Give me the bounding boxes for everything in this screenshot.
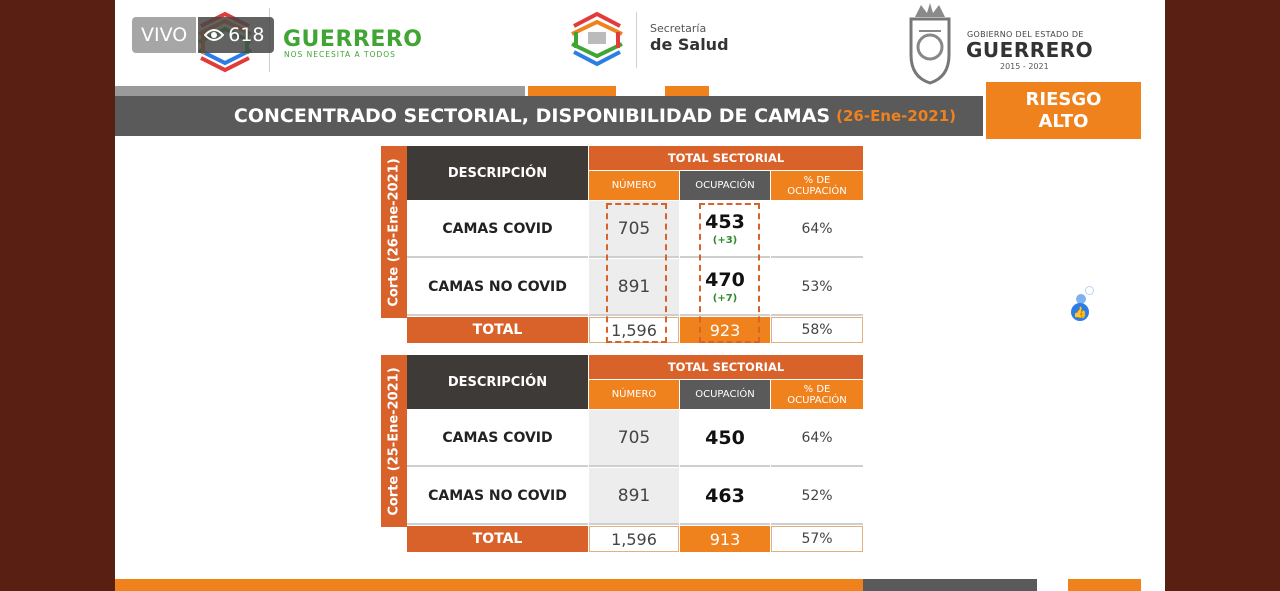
total-numero-2: 1,596 xyxy=(589,526,679,552)
page-title-date: (26-Ene-2021) xyxy=(836,107,956,125)
risk-line2: ALTO xyxy=(1038,110,1089,132)
accent-strip-orange xyxy=(528,86,616,96)
numero-nocovid-1: 891 xyxy=(589,259,679,316)
risk-line1: RIESGO xyxy=(1025,88,1102,110)
desc-header-1: DESCRIPCIÓN xyxy=(407,146,588,200)
gob-years: 2015 - 2021 xyxy=(1000,62,1049,71)
col-pct-1: % DE OCUPACIÓN xyxy=(771,171,863,200)
delta-nocovid-1: (+7) xyxy=(712,293,738,304)
viewer-count: 618 xyxy=(198,17,274,53)
live-badge: VIVO 618 xyxy=(132,17,274,53)
total-label-2: TOTAL xyxy=(407,526,588,552)
brand-subtitle: NOS NECESITA A TODOS xyxy=(284,50,396,59)
total-label-1: TOTAL xyxy=(407,317,588,343)
reaction-bubble xyxy=(1085,286,1094,295)
corte-label-2: Corte (25-Ene-2021) xyxy=(381,355,407,527)
ocupacion-nocovid-2: 463 xyxy=(680,468,770,525)
footer-strip-orange xyxy=(115,579,863,591)
ocupacion-nocovid-1: 470 (+7) xyxy=(680,259,770,316)
gob-line2: GUERRERO xyxy=(966,38,1094,62)
numero-nocovid-2: 891 xyxy=(589,468,679,525)
total-pct-1: 58% xyxy=(771,317,863,343)
total-pct-2: 57% xyxy=(771,526,863,552)
total-ocupacion-1: 923 xyxy=(680,317,770,343)
state-seal-icon xyxy=(909,3,951,85)
total-sectorial-header-2: TOTAL SECTORIAL xyxy=(589,355,863,379)
page-title-bar: CONCENTRADO SECTORIAL, DISPONIBILIDAD DE… xyxy=(115,96,983,136)
pct-nocovid-2: 52% xyxy=(771,468,863,525)
col-ocupacion-1: OCUPACIÓN xyxy=(680,171,770,200)
corte-label-1: Corte (26-Ene-2021) xyxy=(381,146,407,318)
delta-covid-1: (+3) xyxy=(712,235,738,246)
row-label-covid-1: CAMAS COVID xyxy=(407,201,588,258)
reaction-bubble-2 xyxy=(1076,294,1086,304)
row-label-nocovid-2: CAMAS NO COVID xyxy=(407,468,588,525)
presentation-slide: VIVO 618 GUERRERO NOS NECESITA A TODOS xyxy=(115,0,1165,591)
footer-strip-gray xyxy=(863,579,1037,591)
page-title: CONCENTRADO SECTORIAL, DISPONIBILIDAD DE… xyxy=(233,105,831,127)
pct-covid-2: 64% xyxy=(771,410,863,467)
highlight-ocupacion xyxy=(699,203,760,343)
eye-icon xyxy=(204,29,225,41)
live-label: VIVO xyxy=(132,17,197,53)
col-numero-2: NÚMERO xyxy=(589,380,679,409)
ocupacion-covid-2: 450 xyxy=(680,410,770,467)
viewer-count-value: 618 xyxy=(228,24,265,46)
brand-title: GUERRERO xyxy=(283,27,423,52)
row-label-nocovid-1: CAMAS NO COVID xyxy=(407,259,588,316)
secretaria-line2: de Salud xyxy=(650,35,729,54)
gob-line1: GOBIERNO DEL ESTADO DE xyxy=(967,30,1084,39)
numero-covid-1: 705 xyxy=(589,201,679,258)
total-sectorial-header-1: TOTAL SECTORIAL xyxy=(589,146,863,170)
like-icon[interactable]: 👍 xyxy=(1071,303,1089,321)
col-numero-1: NÚMERO xyxy=(589,171,679,200)
pct-nocovid-1: 53% xyxy=(771,259,863,316)
row-label-covid-2: CAMAS COVID xyxy=(407,410,588,467)
header-divider-2 xyxy=(636,12,637,68)
col-pct-2: % DE OCUPACIÓN xyxy=(771,380,863,409)
accent-strip-gray xyxy=(115,86,525,96)
highlight-numero xyxy=(606,203,667,343)
ocupacion-covid-1: 453 (+3) xyxy=(680,201,770,258)
total-ocupacion-2: 913 xyxy=(680,526,770,552)
numero-covid-2: 705 xyxy=(589,410,679,467)
desc-header-2: DESCRIPCIÓN xyxy=(407,355,588,409)
accent-strip-orange-2 xyxy=(665,86,709,96)
col-ocupacion-2: OCUPACIÓN xyxy=(680,380,770,409)
secretaria-line1: Secretaría xyxy=(650,22,707,35)
footer-strip-orange-2 xyxy=(1068,579,1141,591)
pct-covid-1: 64% xyxy=(771,201,863,258)
risk-badge: RIESGO ALTO xyxy=(986,82,1141,139)
salud-logo-icon xyxy=(571,11,623,67)
